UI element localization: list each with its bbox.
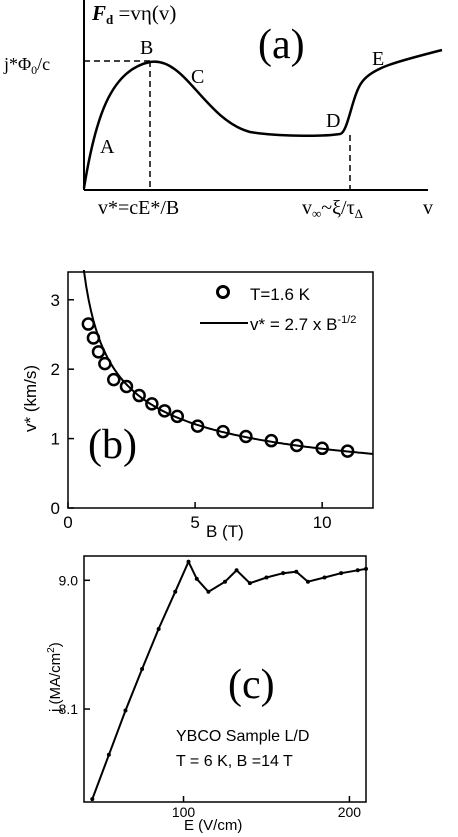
panel-b-data-point [81,317,96,331]
panel-c-xlabel: E (V/cm) [184,817,242,834]
panel-a: Fd =vη(v) j*Φ0/c (a) A B C D E v*=cE*/B … [3,0,443,221]
panel-b-data-point [91,345,106,359]
panel-b-legend-label-1: T=1.6 K [250,285,311,304]
panel-b-data-point [239,429,253,444]
panel-a-x-axis-label: v [423,197,433,219]
panel-b-data-point [290,438,304,453]
panel-b-ticks: 0 5 10 0 1 2 3 [51,291,332,532]
panel-a-x-tick-label-2: v∞~ξ/τΔ [302,197,363,221]
panel-b-data-point [86,331,101,345]
panel-b-points [81,317,355,458]
panel-a-point-E: E [372,48,384,70]
panel-b-x-tick-label: 0 [63,513,72,532]
panel-b-data-point [119,379,134,394]
panel-c-y-tick-label: 8.1 [59,701,79,717]
panel-b-data-point [216,424,230,439]
panel-a-point-B: B [140,37,153,59]
panel-c-x-tick-label: 100 [172,804,196,820]
panel-c-annotation-2: T = 6 K, B =14 T [176,753,293,770]
panel-a-curve [82,48,443,189]
panel-a-y-axis-label: Fd =vη(v) [91,1,176,27]
panel-c-ticks: 100 200 8.1 9.0 [59,572,362,820]
panel-c-label: (c) [228,662,275,708]
panel-b-legend-marker [216,285,230,299]
panel-c-annotation-1: YBCO Sample L/D [176,728,309,745]
panel-a-point-C: C [191,66,204,88]
panel-b-data-point [107,372,121,387]
panel-b-frame [67,271,374,509]
panel-a-label: (a) [258,22,305,68]
panel-a-y-tick-label: j*Φ0/c [3,54,50,77]
panel-b-ylabel: v* (km/s) [21,365,40,432]
panel-c-y-tick-label: 9.0 [59,572,79,588]
panel-b-data-point [145,397,159,411]
panel-b-data-point [170,409,185,424]
panel-b-data-point [264,433,279,448]
panel-b-data-point [157,404,172,418]
panel-c: 100 200 8.1 9.0 (c) YBCO Sample L/D T = 6 K… [46,555,368,834]
panel-b-y-tick-label: 0 [51,499,60,518]
panel-b-xlabel: B (T) [206,522,244,541]
panel-a-x-tick-label-1: v*=cE*/B [98,197,179,219]
panel-a-point-D: D [326,110,340,132]
panel-b-data-point [340,444,355,458]
panel-b-y-tick-label: 3 [51,291,60,310]
panel-b-data-point [132,388,146,403]
panel-b-data-point [315,441,329,456]
panel-b-data-point [190,419,205,433]
panel-b-x-tick-label: 10 [313,513,332,532]
panel-c-data-line [91,559,367,800]
panel-c-ylabel: j (MA/cm2) [46,642,64,713]
panel-c-frame [83,555,367,803]
panel-c-x-tick-label: 200 [338,804,362,820]
panel-b-y-tick-label: 2 [51,360,60,379]
panel-b: 0 5 10 0 1 2 3 T=1.6 K v* = 2.7 x B-1/2 (b) B … [21,269,374,541]
panel-b-y-tick-label: 1 [51,430,60,449]
panel-b-legend-label-2: v* = 2.7 x B-1/2 [250,314,356,334]
panel-a-point-A: A [100,136,115,158]
panel-b-label: (b) [88,422,137,468]
panel-b-x-tick-label: 5 [190,513,199,532]
panel-b-data-point [98,356,112,371]
